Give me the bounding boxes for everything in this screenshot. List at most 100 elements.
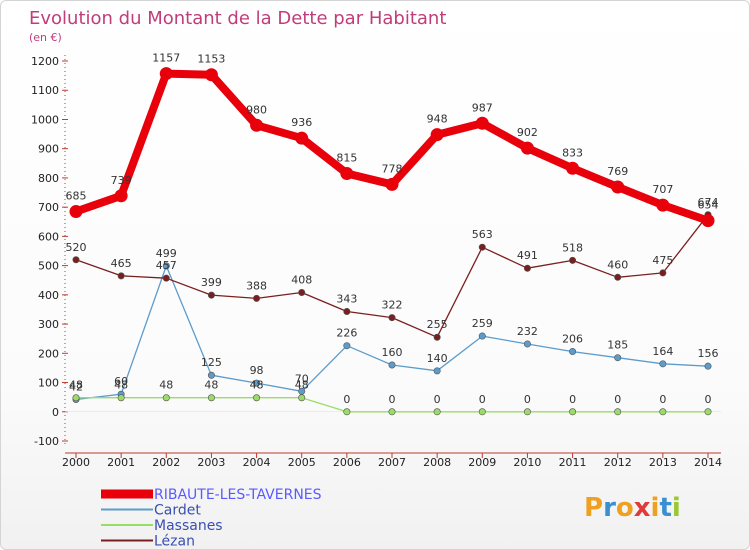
- data-label: 457: [156, 259, 177, 272]
- y-tick-label: 500: [38, 260, 59, 273]
- data-point: [614, 408, 622, 416]
- data-label: 0: [705, 393, 712, 406]
- data-point: [614, 273, 622, 281]
- data-point: [343, 342, 351, 350]
- data-label: 399: [201, 276, 222, 289]
- data-point: [385, 177, 399, 191]
- y-tick-label: 700: [38, 201, 59, 214]
- logo-letter: x: [634, 493, 651, 523]
- legend-label-massanes: Massanes: [154, 518, 223, 534]
- y-tick-label: 1000: [31, 113, 59, 126]
- data-point: [388, 314, 396, 322]
- data-label: 902: [517, 126, 538, 139]
- data-point: [72, 256, 80, 264]
- data-label: 408: [291, 274, 312, 287]
- data-label: 833: [562, 146, 583, 159]
- data-label: 0: [434, 393, 441, 406]
- data-label: 322: [382, 299, 403, 312]
- data-point: [207, 394, 215, 402]
- data-point: [523, 264, 531, 272]
- data-point: [659, 408, 667, 416]
- data-point: [569, 256, 577, 264]
- data-label: 491: [517, 249, 538, 262]
- y-tick-label: 100: [38, 377, 59, 390]
- data-label: 0: [524, 393, 531, 406]
- data-point: [162, 274, 170, 282]
- data-label: 685: [66, 190, 87, 203]
- data-point: [611, 180, 625, 194]
- data-label: 48: [114, 379, 128, 392]
- legend-label-ribaute-les-tavernes: RIBAUTE-LES-TAVERNES: [154, 487, 322, 503]
- data-point: [253, 294, 261, 302]
- data-point: [523, 408, 531, 416]
- legend-label-l-zan: Lézan: [154, 534, 195, 550]
- x-tick-label: 2008: [423, 456, 451, 469]
- data-label: 70: [295, 372, 309, 385]
- data-point: [114, 189, 128, 203]
- series-massanes: [72, 394, 712, 416]
- data-label: 164: [652, 345, 673, 358]
- y-tick-label: 200: [38, 347, 59, 360]
- data-label: 232: [517, 325, 538, 338]
- data-label: 48: [204, 379, 218, 392]
- data-point: [430, 128, 444, 142]
- data-point: [433, 333, 441, 341]
- data-point: [295, 131, 309, 145]
- y-tick-label: -100: [34, 435, 59, 448]
- data-point: [659, 360, 667, 368]
- data-point: [298, 289, 306, 297]
- data-label: 0: [569, 393, 576, 406]
- data-label: 778: [382, 162, 403, 175]
- data-label: 1157: [152, 52, 180, 65]
- data-label: 125: [201, 356, 222, 369]
- logo-letter: r: [603, 493, 616, 523]
- data-point: [569, 408, 577, 416]
- logo-letter: i: [672, 493, 681, 523]
- data-point: [614, 354, 622, 362]
- data-label: 48: [250, 379, 264, 392]
- data-label: 0: [343, 393, 350, 406]
- data-point: [72, 394, 80, 402]
- data-point: [478, 332, 486, 340]
- data-point: [523, 340, 531, 348]
- data-point: [566, 161, 580, 175]
- chart-title: Evolution du Montant de la Dette par Hab…: [29, 8, 446, 29]
- data-point: [388, 408, 396, 416]
- data-label: 156: [698, 347, 719, 360]
- data-point: [475, 116, 489, 130]
- data-label: 948: [427, 113, 448, 126]
- data-label: 674: [698, 196, 719, 209]
- data-point: [204, 68, 218, 82]
- data-label: 60: [114, 375, 128, 388]
- series-layer: [69, 67, 715, 416]
- data-point: [253, 379, 261, 387]
- data-point: [478, 243, 486, 251]
- x-tick-label: 2005: [288, 456, 316, 469]
- data-point: [569, 348, 577, 356]
- data-label: 980: [246, 103, 267, 116]
- y-tick-label: 1200: [31, 55, 59, 68]
- y-tick-label: 0: [52, 406, 59, 419]
- data-label: 987: [472, 101, 493, 114]
- data-label: 48: [295, 379, 309, 392]
- data-label: 48: [159, 379, 173, 392]
- data-label: 206: [562, 333, 583, 346]
- data-label: 465: [111, 257, 132, 270]
- data-label: 140: [427, 352, 448, 365]
- x-tick-label: 2010: [513, 456, 541, 469]
- data-point: [343, 408, 351, 416]
- y-tick-label: 600: [38, 230, 59, 243]
- data-label: 42: [69, 380, 83, 393]
- chart-unit: (en €): [29, 31, 62, 44]
- data-label: 499: [156, 247, 177, 260]
- x-tick-label: 2009: [468, 456, 496, 469]
- logo-letter: P: [584, 493, 603, 523]
- data-label: 769: [607, 165, 628, 178]
- data-label: 460: [607, 258, 628, 271]
- data-point: [704, 408, 712, 416]
- data-point: [253, 394, 261, 402]
